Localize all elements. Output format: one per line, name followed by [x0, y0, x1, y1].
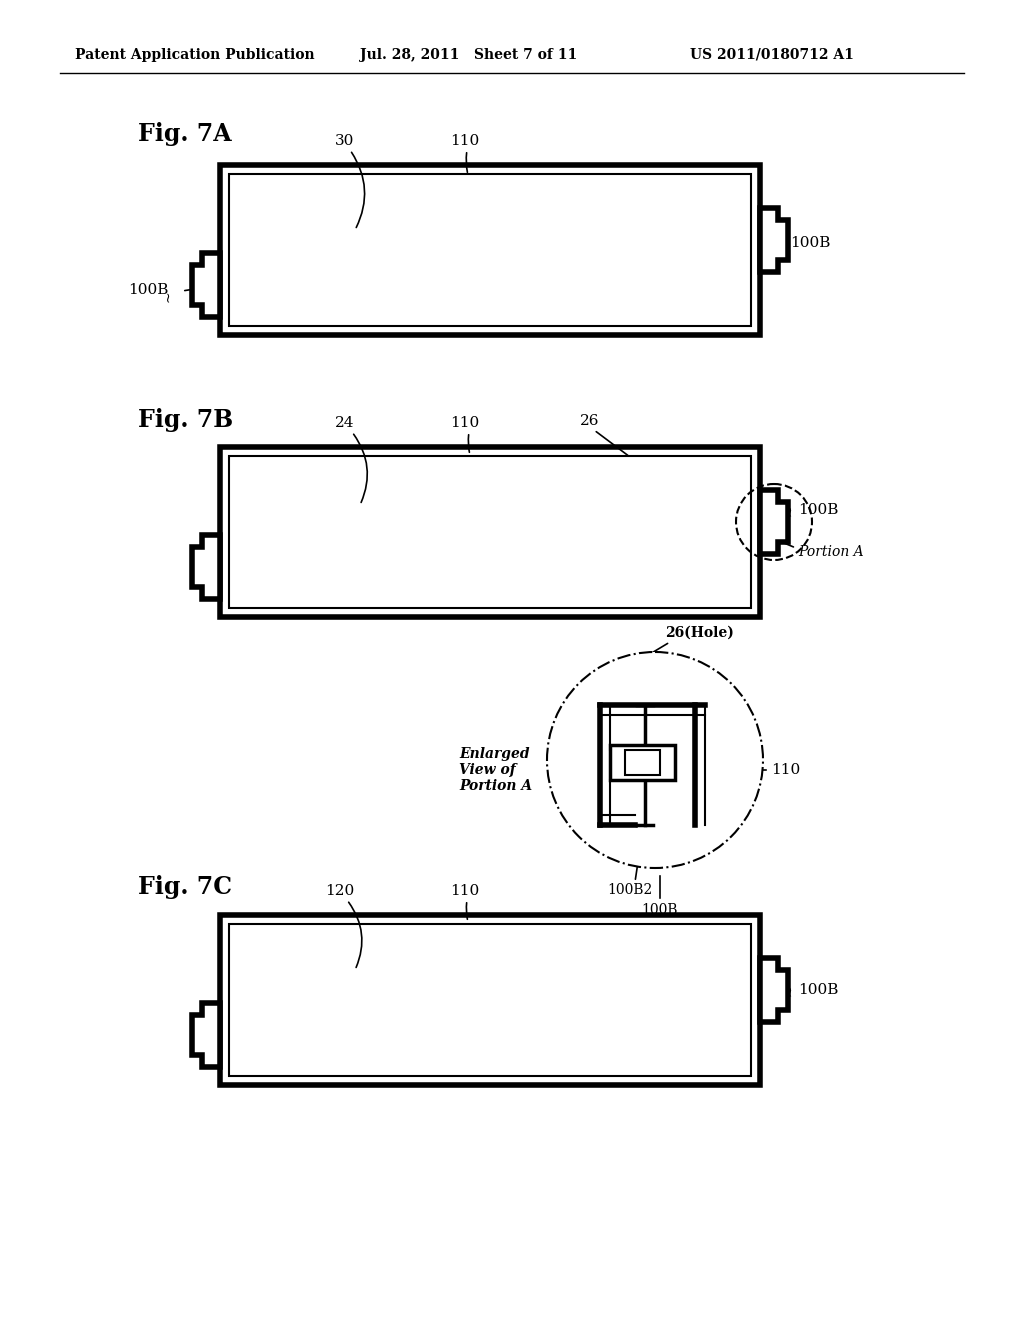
- Bar: [220, 165, 760, 335]
- Text: ~: ~: [783, 985, 797, 995]
- Text: 100B: 100B: [790, 236, 830, 249]
- Text: 110: 110: [771, 763, 800, 777]
- Polygon shape: [193, 253, 220, 317]
- Text: US 2011/0180712 A1: US 2011/0180712 A1: [690, 48, 854, 62]
- Text: 110: 110: [451, 884, 479, 898]
- Polygon shape: [760, 490, 788, 554]
- Text: 100B: 100B: [128, 282, 168, 297]
- Text: Enlarged
View of
Portion A: Enlarged View of Portion A: [459, 747, 532, 793]
- Text: Fig. 7B: Fig. 7B: [138, 408, 233, 432]
- Text: ~: ~: [161, 290, 175, 302]
- Text: 100B: 100B: [798, 503, 839, 517]
- Text: 110: 110: [451, 416, 479, 430]
- Text: Portion A: Portion A: [798, 545, 863, 558]
- Text: 26(Hole): 26(Hole): [665, 626, 734, 640]
- Bar: [229, 455, 751, 609]
- Text: 100B: 100B: [642, 903, 678, 917]
- Bar: [229, 924, 751, 1076]
- Text: Jul. 28, 2011   Sheet 7 of 11: Jul. 28, 2011 Sheet 7 of 11: [360, 48, 578, 62]
- Text: 100B: 100B: [798, 983, 839, 997]
- Bar: [229, 174, 751, 326]
- Text: Fig. 7A: Fig. 7A: [138, 121, 231, 147]
- Text: 26: 26: [581, 414, 600, 428]
- Text: 100B2: 100B2: [607, 883, 652, 898]
- Text: ~: ~: [783, 504, 797, 516]
- Text: 110: 110: [451, 135, 479, 148]
- Polygon shape: [193, 1003, 220, 1067]
- Bar: [220, 915, 760, 1085]
- Text: Fig. 7C: Fig. 7C: [138, 875, 232, 899]
- Text: 120: 120: [326, 884, 354, 898]
- Text: ~: ~: [775, 238, 790, 248]
- Polygon shape: [760, 209, 788, 272]
- Bar: [610, 744, 675, 780]
- Text: Patent Application Publication: Patent Application Publication: [75, 48, 314, 62]
- Circle shape: [547, 652, 763, 869]
- Polygon shape: [193, 535, 220, 599]
- Polygon shape: [760, 958, 788, 1022]
- Text: 30: 30: [335, 135, 354, 148]
- Bar: [625, 750, 660, 775]
- Bar: [220, 447, 760, 616]
- Text: 24: 24: [335, 416, 354, 430]
